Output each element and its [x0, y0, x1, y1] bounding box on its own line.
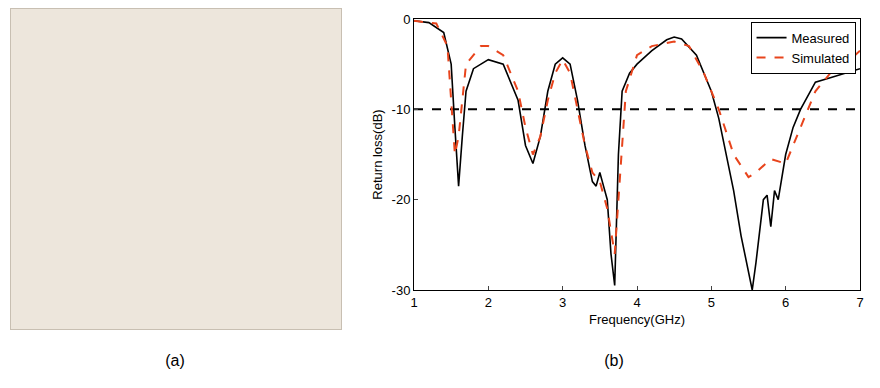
- svg-text:4: 4: [633, 295, 640, 310]
- svg-text:Frequency(GHz): Frequency(GHz): [589, 312, 685, 327]
- svg-text:1: 1: [410, 295, 417, 310]
- svg-text:6: 6: [782, 295, 789, 310]
- svg-text:0: 0: [403, 12, 410, 27]
- svg-text:2: 2: [485, 295, 492, 310]
- svg-text:-20: -20: [392, 192, 411, 207]
- svg-text:Measured: Measured: [792, 31, 850, 46]
- svg-text:3: 3: [559, 295, 566, 310]
- svg-text:Simulated: Simulated: [792, 51, 850, 66]
- svg-text:Return loss(dB): Return loss(dB): [370, 109, 385, 199]
- html-text:(b): (b): [604, 352, 624, 369]
- svg-text:-30: -30: [392, 283, 411, 298]
- html-text:(a): (a): [165, 352, 185, 369]
- svg-text:5: 5: [708, 295, 715, 310]
- svg-text:7: 7: [856, 295, 863, 310]
- svg-text:-10: -10: [392, 102, 411, 117]
